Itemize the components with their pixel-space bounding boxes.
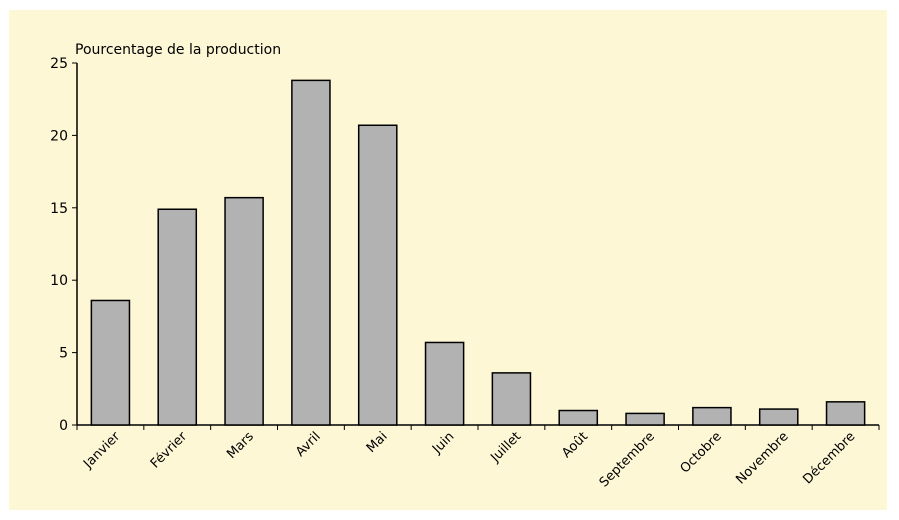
x-tick-label: Septembre (597, 429, 658, 490)
x-tick-label: Novembre (733, 429, 791, 487)
bar (357, 124, 398, 426)
bar (90, 299, 131, 426)
x-labels: Janvier Février Mars Avril Mai Juin Juillet Aoû… (80, 429, 858, 491)
bar (558, 409, 599, 426)
y-tick-label: 10 (50, 273, 68, 289)
bar (291, 79, 331, 426)
bar (224, 196, 264, 426)
y-tick-label: 0 (59, 418, 68, 434)
x-tick-label: Juillet (487, 429, 524, 466)
y-tick-label: 15 (50, 201, 68, 217)
x-tick-label: Mai (364, 429, 391, 456)
bar (692, 406, 732, 426)
bar-chart: Pourcentage de la production 0510152025 … (50, 42, 880, 491)
bar (157, 208, 198, 426)
x-tick-label: Mars (224, 429, 257, 462)
y-tick-label: 5 (59, 346, 68, 362)
x-axis (76, 424, 880, 430)
y-tick-label: 20 (50, 128, 68, 144)
bar (825, 401, 866, 426)
bar (491, 372, 532, 426)
x-tick-label: Août (559, 429, 591, 461)
x-tick-label: Février (148, 429, 191, 472)
y-tick-label: 25 (50, 56, 68, 72)
x-tick-label: Janvier (80, 429, 123, 472)
bar (625, 412, 665, 426)
y-axis-label: Pourcentage de la production (75, 42, 281, 58)
bar (758, 408, 799, 426)
x-tick-label: Décembre (800, 429, 858, 487)
x-tick-label: Juin (429, 429, 457, 457)
x-tick-label: Octobre (678, 429, 725, 476)
x-tick-label: Avril (293, 429, 324, 460)
y-ticks: 0 5 10 15 20 25 (50, 56, 77, 434)
bar (424, 341, 465, 426)
bars (90, 79, 866, 426)
chart-panel: Pourcentage de la production 0 5 10 15 20 25 … (9, 10, 887, 510)
